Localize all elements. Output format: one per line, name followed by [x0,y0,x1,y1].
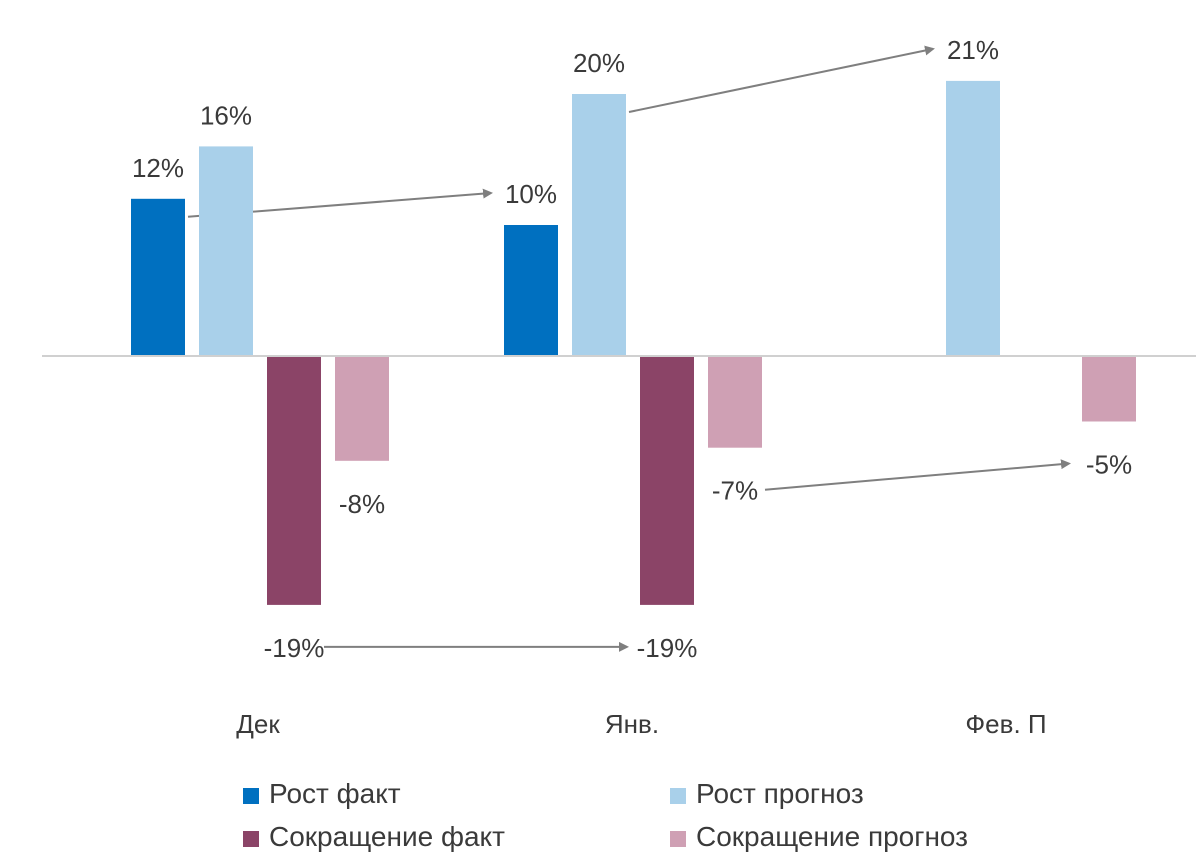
legend-label-2: Рост прогноз [696,778,864,809]
data-label-2-2: 20% [573,48,625,78]
legend-label-1: Рост факт [269,778,401,809]
legend-label-4: Сокращение прогноз [696,821,968,852]
legend-label-3: Сокращение факт [269,821,505,852]
category-label-3: Фев. П [965,709,1046,739]
category-label-2: Янв. [605,709,659,739]
data-label-1-1: 12% [132,153,184,183]
bar-4-3 [1082,356,1136,422]
trend-arrows [187,45,1071,652]
bars [131,80,1136,605]
legend: Рост факт Рост прогноз Сокращение факт Сокр… [243,778,968,852]
legend-swatch-1 [243,788,259,804]
data-label-3-2: -19% [637,633,698,663]
bar-1-2 [504,225,558,356]
bar-2-3 [946,80,1000,357]
bar-4-2 [708,356,762,448]
category-labels: Дек Янв. Фев. П [236,709,1046,739]
legend-swatch-3 [243,831,259,847]
data-label-3-1: -19% [264,633,325,663]
data-label-4-3: -5% [1086,450,1132,480]
bar-2-2 [572,94,626,356]
data-label-2-1: 16% [200,100,252,130]
trend-arrow-2 [628,45,935,113]
trend-arrow-4 [764,459,1071,491]
legend-swatch-4 [670,831,686,847]
data-label-4-1: -8% [339,489,385,519]
bar-2-1 [199,146,253,356]
category-label-1: Дек [236,709,280,739]
bar-1-1 [131,198,185,356]
bar-3-1 [267,356,321,605]
legend-swatch-2 [670,788,686,804]
data-label-1-2: 10% [505,179,557,209]
data-labels: 12% 10% 16% 20% 21% -19% -19% -8% -7% -5% [132,35,1132,663]
bar-4-1 [335,356,389,461]
data-label-2-3: 21% [947,35,999,65]
bar-3-2 [640,356,694,605]
data-label-4-2: -7% [712,476,758,506]
